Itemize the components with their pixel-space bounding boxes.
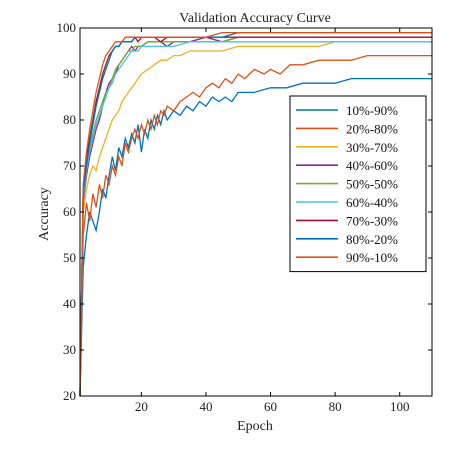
legend: 10%-90% 20%-80% 30%-70% 40%-60% 50%-50% 60%-4…	[289, 95, 427, 273]
y-tick-label-5: 70	[63, 158, 76, 173]
series-line-8	[79, 31, 432, 397]
x-axis-title: Epoch	[237, 419, 273, 434]
y-tick-label-8: 100	[57, 20, 77, 35]
plot-area	[79, 31, 432, 397]
y-axis-title: Accuracy	[37, 187, 52, 241]
series-line-2	[79, 41, 432, 397]
series-line-1	[79, 54, 432, 397]
x-tick-label-3: 80	[329, 399, 342, 414]
y-tick-label-3: 50	[63, 250, 76, 265]
legend-label-2: 30%-70%	[346, 140, 398, 155]
x-tick-label-0: 20	[135, 399, 148, 414]
series-line-0	[79, 77, 432, 397]
x-tick-label-4: 100	[390, 399, 410, 414]
legend-label-4: 50%-50%	[346, 177, 398, 192]
y-tick-label-7: 90	[63, 66, 76, 81]
x-tick-label-2: 60	[264, 399, 277, 414]
legend-label-7: 80%-20%	[346, 232, 398, 247]
y-tick-label-0: 20	[63, 388, 76, 403]
legend-label-1: 20%-80%	[346, 121, 398, 136]
chart-title: Validation Accuracy Curve	[179, 11, 331, 26]
series-line-5	[79, 41, 432, 397]
y-tick-label-1: 30	[63, 342, 76, 357]
axis-ticks: 20 40 60 80 100 20 30 40 50 60 70 80 90 100	[57, 20, 432, 414]
x-tick-label-1: 40	[199, 399, 212, 414]
legend-label-6: 70%-30%	[346, 213, 398, 228]
legend-label-3: 40%-60%	[346, 158, 398, 173]
y-tick-label-6: 80	[63, 112, 76, 127]
y-tick-label-2: 40	[63, 296, 76, 311]
legend-label-5: 60%-40%	[346, 195, 398, 210]
y-tick-label-4: 60	[63, 204, 76, 219]
legend-label-0: 10%-90%	[346, 103, 398, 118]
legend-label-8: 90%-10%	[346, 250, 398, 265]
